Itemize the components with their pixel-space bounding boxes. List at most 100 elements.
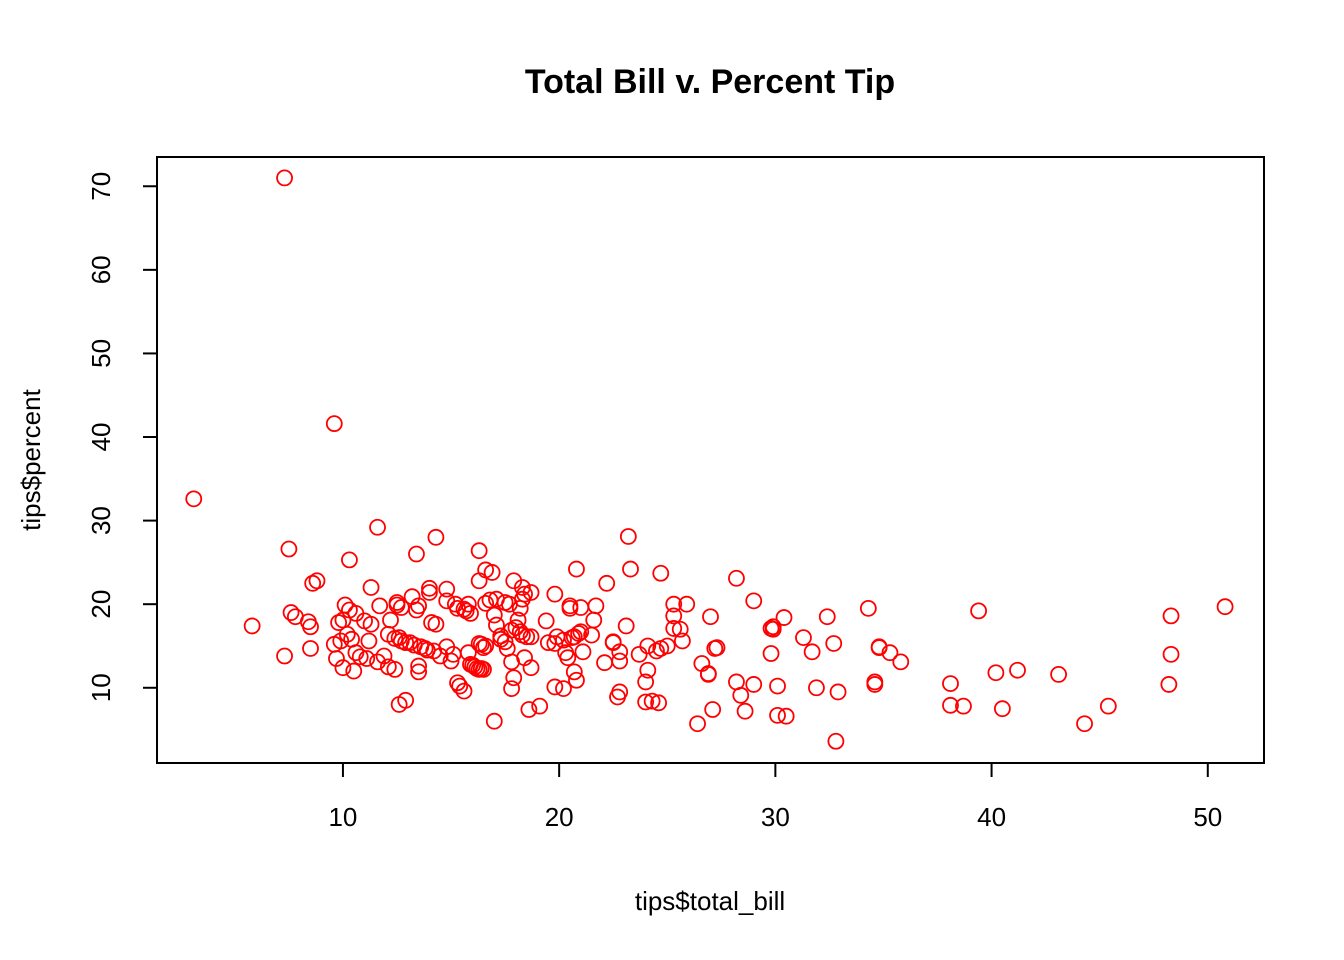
data-point xyxy=(397,691,415,709)
data-point xyxy=(451,677,469,695)
data-point xyxy=(427,528,445,546)
data-point xyxy=(769,677,786,695)
data-point xyxy=(522,659,540,677)
data-point xyxy=(522,584,540,601)
data-point xyxy=(818,608,836,626)
data-point xyxy=(308,572,326,590)
data-point xyxy=(859,599,877,617)
data-point xyxy=(639,661,657,679)
data-point xyxy=(987,664,1005,682)
data-point xyxy=(671,620,689,638)
y-tick-label: 60 xyxy=(86,255,116,284)
data-point xyxy=(546,678,564,696)
data-point xyxy=(762,645,780,662)
data-point xyxy=(351,648,369,666)
data-point xyxy=(808,679,825,697)
data-point xyxy=(993,700,1011,718)
data-point xyxy=(520,701,538,718)
data-point xyxy=(689,715,706,733)
data-point xyxy=(325,415,343,433)
data-point xyxy=(442,652,460,670)
data-point xyxy=(745,592,763,610)
y-tick-label: 10 xyxy=(86,673,116,702)
data-point xyxy=(555,631,572,649)
data-point xyxy=(302,618,319,636)
data-point xyxy=(708,639,726,657)
y-tick-label: 20 xyxy=(86,590,116,619)
data-point xyxy=(485,712,503,730)
data-point xyxy=(1076,715,1093,733)
data-point xyxy=(745,676,763,693)
data-point xyxy=(881,644,899,662)
data-point xyxy=(587,597,605,615)
data-point xyxy=(243,617,261,635)
data-point xyxy=(568,560,585,578)
data-point xyxy=(736,702,754,720)
data-point xyxy=(516,585,533,603)
x-tick-label: 10 xyxy=(328,802,357,832)
data-point xyxy=(970,602,988,620)
data-point xyxy=(509,611,527,629)
data-point xyxy=(410,597,428,615)
data-point xyxy=(611,643,629,661)
data-point xyxy=(825,635,843,652)
data-point xyxy=(382,611,399,629)
data-point xyxy=(565,663,583,681)
data-point xyxy=(341,551,358,569)
data-point xyxy=(362,615,380,633)
data-point xyxy=(438,592,456,610)
data-point xyxy=(803,643,821,661)
data-point xyxy=(416,640,434,657)
data-point xyxy=(585,611,603,629)
data-point xyxy=(637,693,655,711)
data-point xyxy=(338,625,356,643)
data-point xyxy=(518,628,536,646)
x-tick-label: 50 xyxy=(1193,802,1222,832)
data-point xyxy=(282,604,300,621)
x-axis: 10 20 30 40 50 xyxy=(328,762,1222,832)
x-tick-label: 40 xyxy=(977,802,1006,832)
data-point xyxy=(650,694,668,712)
data-point xyxy=(276,647,293,665)
data-point xyxy=(410,657,428,675)
data-point xyxy=(185,490,203,508)
x-tick-label: 30 xyxy=(761,802,790,832)
data-point xyxy=(455,682,473,700)
data-point xyxy=(485,606,503,624)
data-point xyxy=(371,597,389,615)
data-point xyxy=(462,604,479,622)
data-point xyxy=(619,528,637,545)
data-point xyxy=(427,615,445,633)
data-point xyxy=(276,169,293,187)
data-point xyxy=(421,579,438,597)
plot-frame xyxy=(156,156,1265,764)
data-point xyxy=(942,696,959,714)
data-point xyxy=(777,707,795,725)
data-point xyxy=(477,637,495,655)
data-point xyxy=(475,639,492,657)
data-point xyxy=(942,675,959,692)
data-point xyxy=(570,625,588,642)
data-point xyxy=(449,674,466,692)
data-point xyxy=(611,652,629,670)
data-point xyxy=(728,569,745,587)
data-point xyxy=(555,680,572,698)
data-point xyxy=(732,686,750,704)
data-point xyxy=(546,585,564,603)
chart-title: Total Bill v. Percent Tip xyxy=(525,63,895,101)
y-tick-label: 50 xyxy=(86,339,116,368)
y-axis-label: tips$percent xyxy=(16,388,46,530)
data-point xyxy=(1009,661,1026,679)
data-point xyxy=(892,653,910,671)
data-point xyxy=(362,579,380,596)
data-point xyxy=(572,623,590,641)
data-point xyxy=(870,639,888,657)
data-point xyxy=(513,579,531,596)
data-point xyxy=(483,564,501,581)
x-tick-label: 20 xyxy=(545,802,574,832)
y-tick-label: 70 xyxy=(86,172,116,201)
data-point xyxy=(574,643,592,661)
data-point xyxy=(369,518,386,536)
data-point xyxy=(764,620,782,638)
